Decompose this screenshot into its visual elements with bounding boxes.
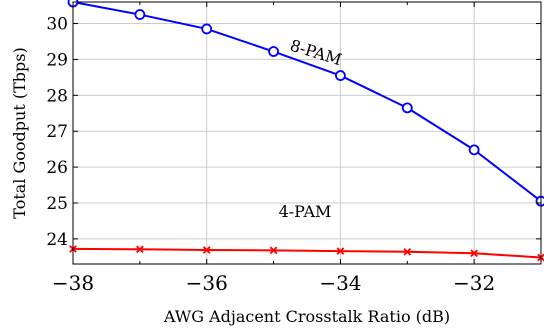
series-4-pam	[69, 245, 544, 262]
tick-layer: −38 −36 −34 −32 24 25 26 27 28 29 30	[46, 2, 542, 295]
series-layer	[67, 0, 544, 262]
series-line	[72, 247, 542, 259]
y-tick-label: 24	[46, 230, 68, 250]
series-line	[72, 1, 542, 202]
y-tick-label: 25	[46, 194, 68, 214]
data-point	[269, 246, 278, 255]
data-point	[134, 9, 146, 20]
y-axis-label: Total Goodput (Tbps)	[10, 47, 29, 218]
x-tick-label: −32	[453, 271, 495, 295]
x-tick-label: −38	[52, 271, 94, 295]
series-label-4-pam: 4-PAM	[279, 202, 332, 221]
x-tick-label: −34	[319, 271, 361, 295]
data-point	[535, 195, 544, 207]
plot-frame	[72, 1, 542, 265]
grid	[72, 2, 541, 264]
x-axis-label: AWG Adjacent Crosstalk Ratio (dB)	[163, 307, 450, 326]
data-point	[202, 246, 211, 254]
y-tick-label: 29	[46, 50, 68, 70]
data-point	[470, 249, 478, 258]
data-point	[201, 23, 213, 35]
series-8-pam	[67, 0, 544, 207]
data-point	[335, 70, 346, 81]
y-tick-label: 30	[46, 15, 68, 35]
data-point	[336, 247, 345, 255]
series-label-8-pam: 8-PAM	[288, 36, 344, 70]
data-point	[468, 144, 480, 156]
data-point	[401, 102, 413, 114]
data-point	[268, 46, 279, 57]
y-tick-label: 27	[46, 122, 68, 142]
x-tick-label: −36	[186, 271, 228, 295]
data-point	[403, 247, 412, 256]
y-tick-label: 26	[46, 158, 68, 178]
y-tick-label: 28	[46, 86, 68, 106]
data-point	[136, 245, 144, 254]
